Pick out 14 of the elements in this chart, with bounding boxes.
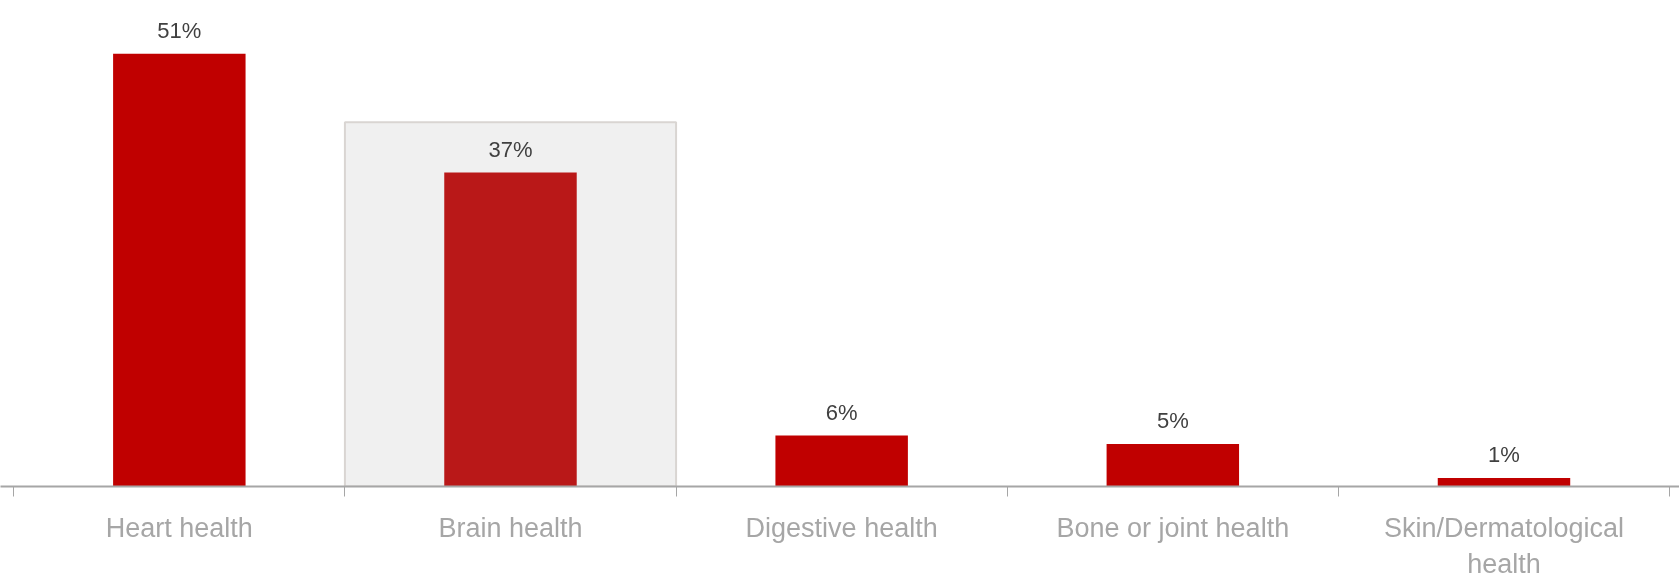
data-label: 6% xyxy=(825,399,858,425)
bar xyxy=(113,53,246,487)
data-label: 51% xyxy=(157,17,202,43)
x-tick-label: Digestive health xyxy=(745,512,938,543)
bar xyxy=(775,435,908,487)
x-tick-label: Skin/Dermatological health xyxy=(1383,512,1625,579)
x-tick-label: Brain health xyxy=(438,512,583,543)
bar xyxy=(1437,478,1571,487)
bar xyxy=(1106,444,1240,487)
data-label: 37% xyxy=(488,136,533,162)
x-tick-label: Bone or joint health xyxy=(1056,512,1290,543)
data-label: 5% xyxy=(1156,408,1189,434)
data-label: 1% xyxy=(1488,442,1520,468)
x-tick-label: Heart health xyxy=(105,512,253,543)
